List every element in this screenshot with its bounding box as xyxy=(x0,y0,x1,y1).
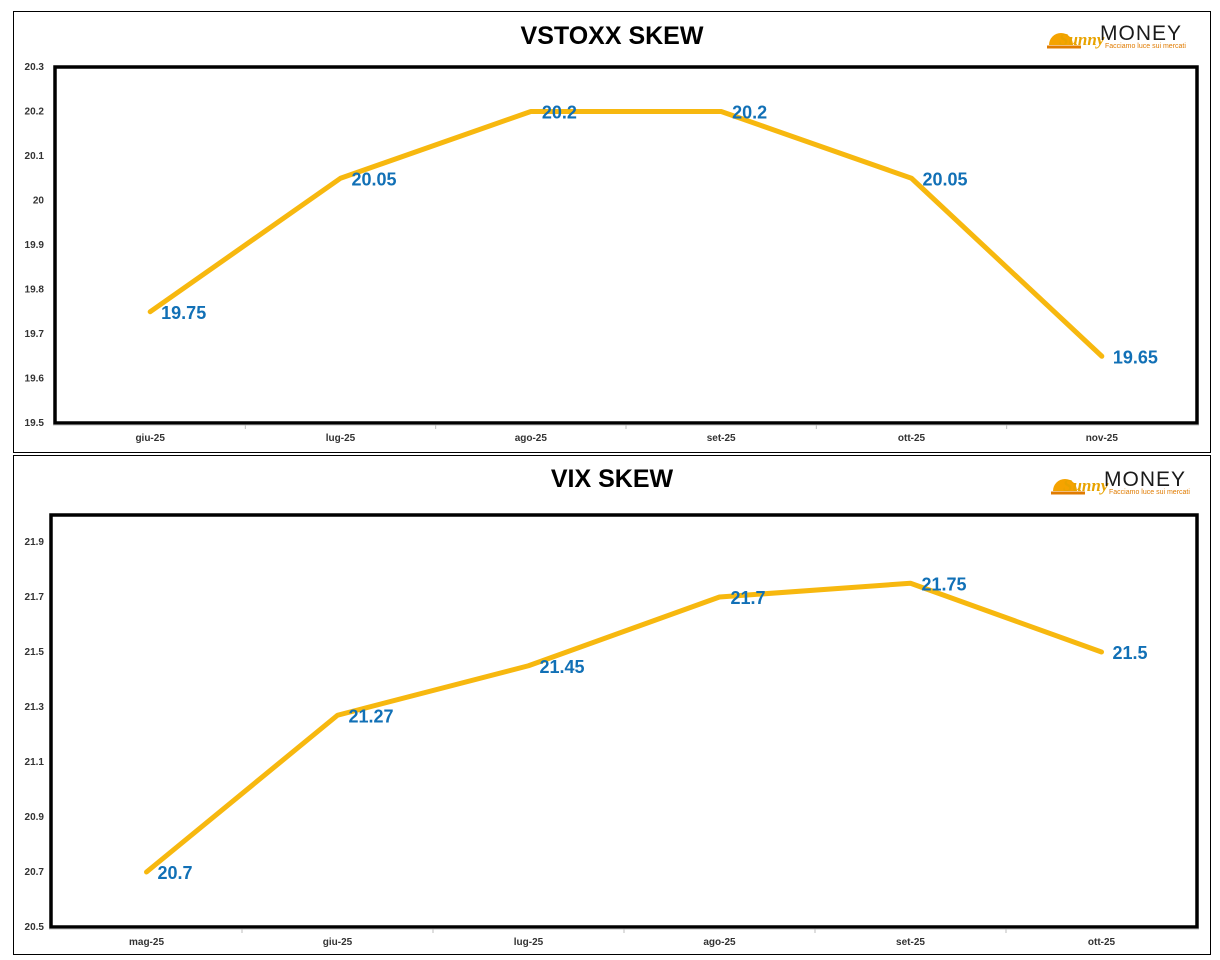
sun-icon xyxy=(1051,479,1085,495)
data-label: 20.2 xyxy=(542,103,577,123)
x-tick-label: ago-25 xyxy=(703,937,736,948)
y-tick-label: 19.7 xyxy=(25,329,45,340)
vix-line-chart: 20.5 20.7 20.9 21.1 21.3 21.5 21.7 21.9 mag-25 gi… xyxy=(25,513,1199,948)
y-tick-label: 20 xyxy=(33,196,45,207)
data-label: 20.05 xyxy=(923,169,968,189)
y-tick-label: 19.9 xyxy=(25,240,45,251)
series-line xyxy=(147,109,1105,359)
x-tick-label: lug-25 xyxy=(326,433,356,444)
data-label: 21.45 xyxy=(540,657,585,677)
y-tick-label: 21.9 xyxy=(25,537,45,548)
logo-wordmark: MONEY xyxy=(1104,468,1187,491)
y-tick-label: 19.8 xyxy=(25,285,45,296)
vstoxx-line-chart: 19.5 19.6 19.7 19.8 19.9 20 20.1 20.2 20.3 giu-25… xyxy=(25,62,1199,444)
y-tick-label: 21.1 xyxy=(25,757,45,768)
y-tick-label: 20.1 xyxy=(25,151,45,162)
y-tick-label: 20.5 xyxy=(25,922,45,933)
y-tick-label: 20.7 xyxy=(25,867,45,878)
x-tick-label: set-25 xyxy=(707,433,736,444)
data-label: 21.75 xyxy=(922,574,967,594)
x-tick-label: giu-25 xyxy=(135,433,165,444)
y-tick-label: 20.2 xyxy=(25,107,45,118)
data-label: 20.2 xyxy=(732,103,767,123)
logo-wordmark: MONEY xyxy=(1100,22,1183,45)
logo-script: Sunny xyxy=(1059,30,1105,49)
x-tick-label: ott-25 xyxy=(1088,937,1116,948)
y-tick-label: 21.5 xyxy=(25,647,45,658)
logo-tagline: Facciamo luce sui mercati xyxy=(1109,489,1190,496)
chart-title: VSTOXX SKEW xyxy=(520,22,704,50)
sunny-money-logo: Sunny MONEY Facciamo luce sui mercati xyxy=(1045,23,1195,53)
series-line xyxy=(144,580,1104,875)
plot-frame xyxy=(53,65,1199,425)
vix-chart-panel: VIX SKEW Sunny MONEY Facciamo luce sui m… xyxy=(13,455,1211,955)
y-tick-label: 20.3 xyxy=(25,62,45,73)
logo-tagline: Facciamo luce sui mercati xyxy=(1105,43,1186,50)
data-label: 20.05 xyxy=(352,169,397,189)
data-label: 19.65 xyxy=(1113,347,1158,367)
vstoxx-chart-panel: VSTOXX SKEW Sunny MONEY Facciamo luce su… xyxy=(13,11,1211,453)
plot-frame xyxy=(49,513,1199,929)
x-tick-label: nov-25 xyxy=(1086,433,1119,444)
x-tick-label: mag-25 xyxy=(129,937,164,948)
x-tick-label: set-25 xyxy=(896,937,925,948)
chart-title: VIX SKEW xyxy=(550,465,674,493)
y-tick-label: 21.7 xyxy=(25,592,45,603)
y-tick-label: 19.5 xyxy=(25,418,45,429)
data-label: 19.75 xyxy=(161,303,206,323)
sun-icon xyxy=(1047,33,1081,49)
y-tick-label: 20.9 xyxy=(25,812,45,823)
sunny-money-logo: Sunny MONEY Facciamo luce sui mercati xyxy=(1049,469,1199,499)
x-tick-label: ott-25 xyxy=(898,433,926,444)
x-tick-label: ago-25 xyxy=(515,433,548,444)
data-label: 21.5 xyxy=(1113,643,1148,663)
y-tick-label: 19.6 xyxy=(25,374,45,385)
logo-script: Sunny xyxy=(1063,476,1109,495)
y-tick-label: 21.3 xyxy=(25,702,45,713)
x-tick-label: lug-25 xyxy=(514,937,544,948)
data-label: 21.7 xyxy=(731,588,766,608)
x-tick-label: giu-25 xyxy=(323,937,353,948)
data-label: 21.27 xyxy=(349,706,394,726)
data-label: 20.7 xyxy=(158,863,193,883)
